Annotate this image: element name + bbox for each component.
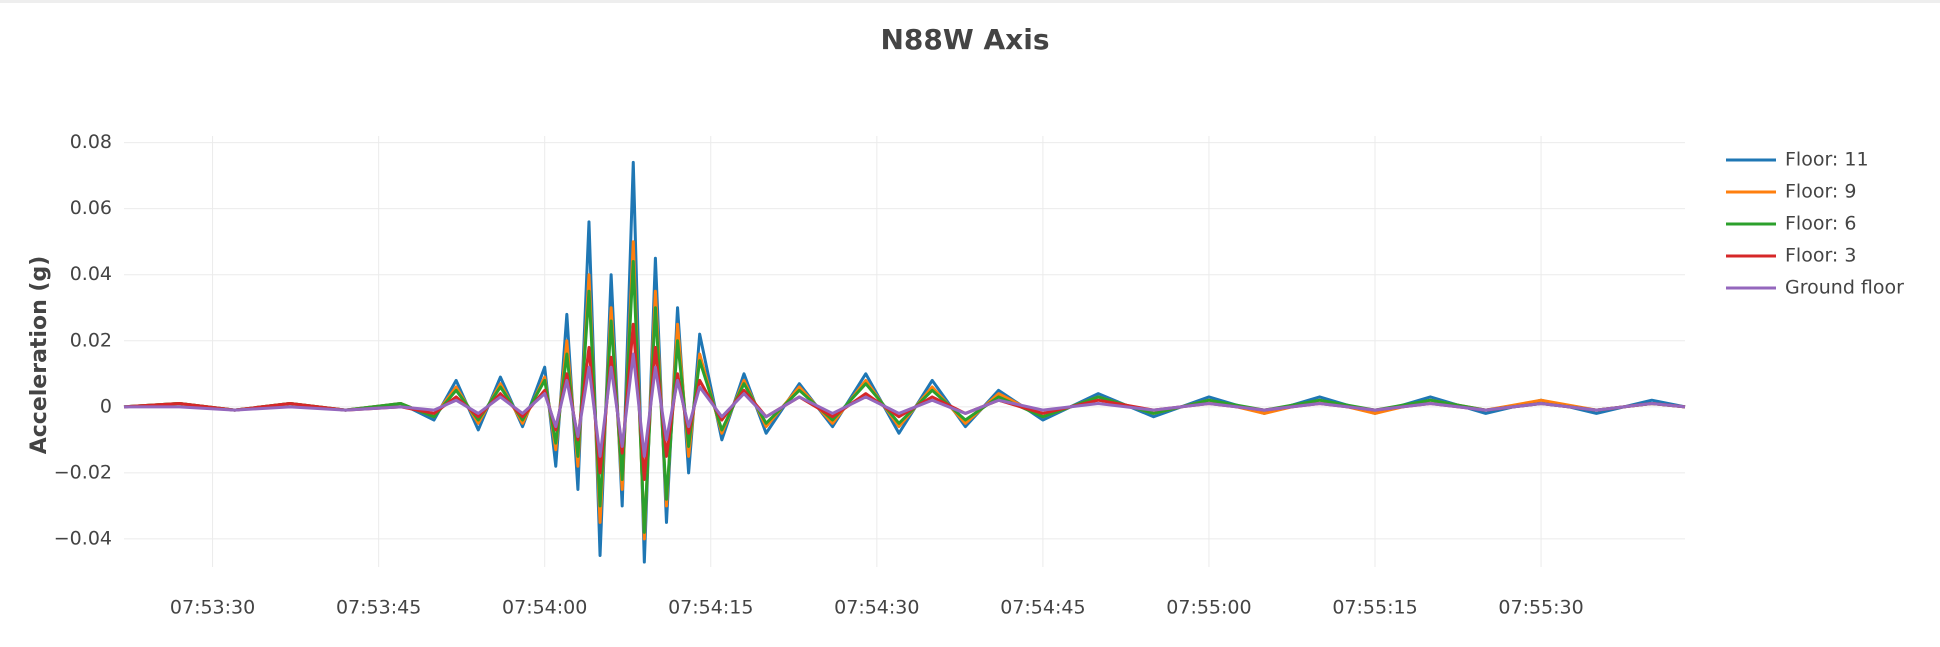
x-tick-label: 07:55:30	[1498, 597, 1583, 619]
series-line	[123, 160, 1686, 564]
legend-label: Floor: 6	[1785, 213, 1856, 235]
legend-label: Floor: 9	[1785, 181, 1856, 203]
y-tick-label: −0.02	[54, 461, 112, 483]
x-tick-label: 07:53:45	[336, 597, 421, 619]
legend-label: Floor: 3	[1785, 245, 1856, 267]
x-tick-label: 07:54:00	[502, 597, 587, 619]
legend-label: Ground floor	[1785, 277, 1904, 299]
y-axis-title: Acceleration (g)	[27, 256, 52, 455]
y-tick-label: 0.06	[70, 197, 112, 219]
chart-title: N88W Axis	[880, 23, 1049, 56]
y-tick-label: 0.04	[70, 263, 112, 285]
y-tick-label: 0.08	[70, 131, 112, 153]
x-tick-label: 07:54:30	[834, 597, 919, 619]
legend-label: Floor: 11	[1785, 149, 1869, 171]
top-border	[0, 0, 1940, 3]
x-tick-label: 07:54:45	[1000, 597, 1085, 619]
x-tick-label: 07:53:30	[170, 597, 255, 619]
y-tick-label: 0	[100, 395, 112, 417]
series-line	[123, 240, 1686, 541]
x-tick-label: 07:55:00	[1166, 597, 1251, 619]
x-tick-label: 07:54:15	[668, 597, 753, 619]
x-tick-label: 07:55:15	[1332, 597, 1417, 619]
series-line	[123, 260, 1686, 534]
series-line	[124, 352, 1686, 458]
y-tick-label: −0.04	[54, 527, 112, 549]
y-tick-label: 0.02	[70, 329, 112, 351]
